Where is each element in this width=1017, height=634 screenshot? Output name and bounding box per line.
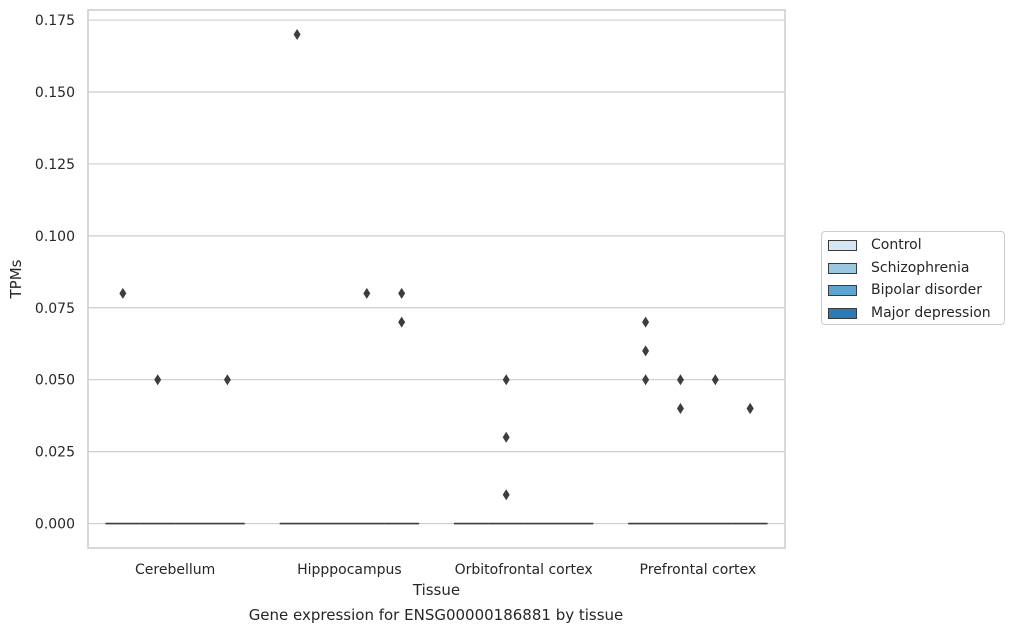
outlier-point <box>676 374 684 386</box>
legend-item-control: Control <box>828 236 922 254</box>
y-axis-label: TPMs <box>7 259 25 299</box>
legend-swatch-major-depression <box>828 307 857 319</box>
outlier-point <box>746 402 754 414</box>
outlier-point <box>642 316 650 328</box>
outlier-point <box>676 402 684 414</box>
outlier-points <box>119 28 754 501</box>
y-tick-label: 0.100 <box>35 229 75 245</box>
x-tick-label: Orbitofrontal cortex <box>455 562 593 578</box>
legend-label-schizophrenia: Schizophrenia <box>871 260 970 276</box>
x-tick-label: Cerebellum <box>135 562 215 578</box>
legend-item-bipolar-disorder: Bipolar disorder <box>828 281 982 299</box>
y-tick-label: 0.000 <box>35 517 75 533</box>
outlier-point <box>711 374 719 386</box>
legend-item-schizophrenia: Schizophrenia <box>828 259 969 277</box>
legend-swatch-control <box>828 239 857 251</box>
outlier-point <box>642 345 650 357</box>
outlier-point <box>642 374 650 386</box>
outlier-point <box>154 374 162 386</box>
y-tick-label: 0.150 <box>35 85 75 101</box>
x-axis-ticks: Cerebellum Hipppocampus Orbitofrontal cort… <box>135 562 756 578</box>
outlier-point <box>398 287 406 299</box>
outlier-point <box>293 28 301 40</box>
outlier-point <box>223 374 231 386</box>
outlier-point <box>398 316 406 328</box>
chart-caption: Gene expression for ENSG00000186881 by t… <box>248 606 624 624</box>
y-tick-label: 0.050 <box>35 373 75 389</box>
outlier-point <box>502 489 510 501</box>
x-tick-label: Hipppocampus <box>297 562 402 578</box>
legend-label-major-depression: Major depression <box>871 305 991 321</box>
outlier-point <box>502 431 510 443</box>
outlier-point <box>363 287 371 299</box>
plot-area <box>87 9 786 549</box>
legend: Control Schizophrenia Bipolar disorder M… <box>821 231 1005 325</box>
legend-item-major-depression: Major depression <box>828 304 991 322</box>
x-tick-label: Prefrontal cortex <box>640 562 757 578</box>
legend-swatch-bipolar-disorder <box>828 284 857 296</box>
x-axis-label: Tissue <box>412 581 460 599</box>
outlier-point <box>502 374 510 386</box>
legend-label-bipolar-disorder: Bipolar disorder <box>871 282 983 298</box>
y-tick-label: 0.125 <box>35 157 75 173</box>
outlier-point <box>119 287 127 299</box>
legend-swatch-schizophrenia <box>828 262 857 274</box>
y-tick-label: 0.175 <box>35 13 75 29</box>
y-tick-label: 0.025 <box>35 445 75 461</box>
y-axis-ticks: 0.000 0.025 0.050 0.075 0.100 0.125 0.150 0.175 <box>35 13 75 532</box>
legend-label-control: Control <box>871 237 922 253</box>
y-tick-label: 0.075 <box>35 301 75 317</box>
